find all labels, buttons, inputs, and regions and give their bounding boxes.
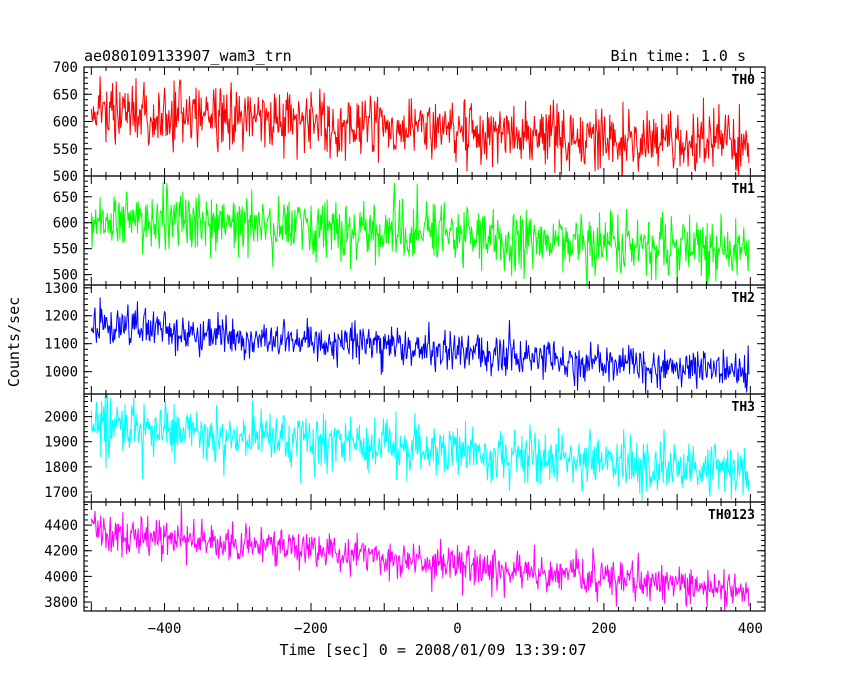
series-line-th3 [90, 394, 750, 501]
y-tick-label-th0: 500 [53, 169, 78, 185]
x-tick-label: −400 [148, 621, 182, 637]
panel-frame-th3 [83, 393, 766, 503]
frame-layer: TH0 500 550 600 650 700 TH1 500 550 600 650 TH2 1000… [44, 60, 766, 637]
y-tick-label-th0: 600 [53, 115, 78, 131]
chart-title: ae080109133907_wam3_trn [84, 47, 292, 65]
panel-frame-th0123 [83, 501, 766, 612]
panel-frame-th2 [83, 284, 766, 395]
y-tick-label-th1: 500 [53, 268, 78, 284]
panel-label-th3: TH3 [732, 400, 755, 415]
y-tick-label-th2: 1100 [44, 337, 78, 353]
series-line-th1 [90, 182, 750, 285]
y-tick-label-th0: 550 [53, 142, 78, 158]
y-tick-label-th0123: 4400 [44, 518, 78, 534]
panel-label-th0: TH0 [732, 73, 756, 88]
series-line-th0 [90, 76, 750, 176]
x-tick-label: −200 [294, 621, 328, 637]
y-tick-label-th1: 550 [53, 242, 78, 258]
series-line-th2 [90, 297, 750, 394]
series-line-th0123 [90, 502, 750, 611]
y-tick-label-th0123: 3800 [44, 595, 78, 611]
panel-label-th1: TH1 [732, 182, 756, 197]
y-axis-label: Counts/sec [5, 297, 23, 387]
bin-time-label: Bin time: 1.0 s [611, 47, 746, 65]
y-tick-label-th2: 1200 [44, 309, 78, 325]
x-tick-label: 200 [591, 621, 616, 637]
y-tick-label-th1: 600 [53, 216, 78, 232]
y-tick-label-th0123: 4200 [44, 544, 78, 560]
y-tick-label-th0: 700 [53, 60, 78, 76]
panel-label-th0123: TH0123 [708, 508, 755, 523]
y-tick-label-th0123: 4000 [44, 569, 78, 585]
data-layer [90, 76, 750, 611]
y-tick-label-th3: 2000 [44, 410, 78, 426]
y-tick-label-th2: 1300 [44, 281, 78, 297]
x-tick-label: 400 [738, 621, 763, 637]
y-tick-label-th0: 650 [53, 87, 78, 103]
x-axis-label: Time [sec] 0 = 2008/01/09 13:39:07 [279, 641, 586, 659]
y-tick-label-th2: 1000 [44, 365, 78, 381]
y-tick-label-th3: 1900 [44, 435, 78, 451]
y-tick-label-th3: 1800 [44, 460, 78, 476]
y-tick-label-th1: 650 [53, 190, 78, 206]
y-tick-label-th3: 1700 [44, 485, 78, 501]
panel-label-th2: TH2 [732, 291, 755, 306]
panel-frame-th0 [83, 66, 766, 177]
x-tick-label: 0 [453, 621, 461, 637]
